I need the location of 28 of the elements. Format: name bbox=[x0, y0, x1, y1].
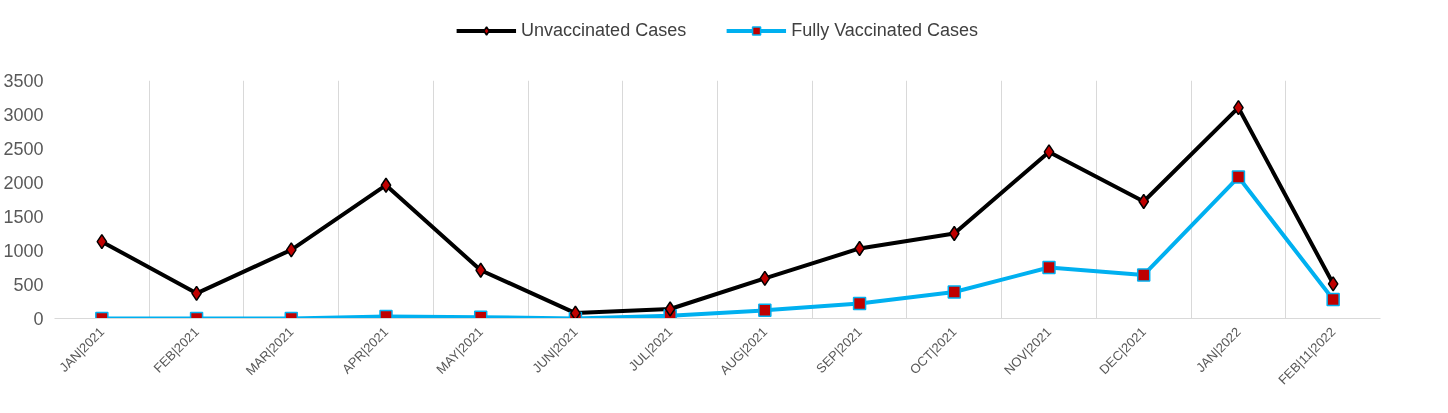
y-tick-label: 1500 bbox=[3, 207, 44, 227]
legend-label: Fully Vaccinated Cases bbox=[791, 19, 978, 41]
point bbox=[475, 262, 487, 278]
y-tick-label: 3500 bbox=[3, 71, 44, 91]
point bbox=[570, 305, 581, 319]
y-tick-label: 1000 bbox=[3, 241, 44, 261]
y-tick-label: 3000 bbox=[3, 105, 44, 125]
point bbox=[1138, 193, 1150, 210]
point bbox=[1043, 144, 1055, 160]
point bbox=[758, 303, 772, 318]
point bbox=[948, 225, 960, 242]
point bbox=[380, 177, 392, 193]
point bbox=[1136, 268, 1151, 282]
point bbox=[1231, 170, 1246, 184]
point bbox=[1042, 260, 1056, 275]
point bbox=[759, 270, 771, 287]
y-tick-label: 2000 bbox=[3, 173, 44, 193]
point bbox=[1327, 276, 1339, 292]
y-tick-label: 2500 bbox=[3, 139, 44, 159]
y-tick-label: 500 bbox=[13, 275, 44, 295]
point bbox=[664, 301, 676, 317]
point bbox=[852, 296, 867, 311]
point bbox=[947, 285, 962, 299]
point bbox=[96, 233, 108, 250]
y-tick-label: 0 bbox=[33, 309, 44, 329]
legend-label: Unvaccinated Cases bbox=[521, 19, 687, 41]
point bbox=[1326, 292, 1340, 307]
point bbox=[285, 242, 297, 258]
